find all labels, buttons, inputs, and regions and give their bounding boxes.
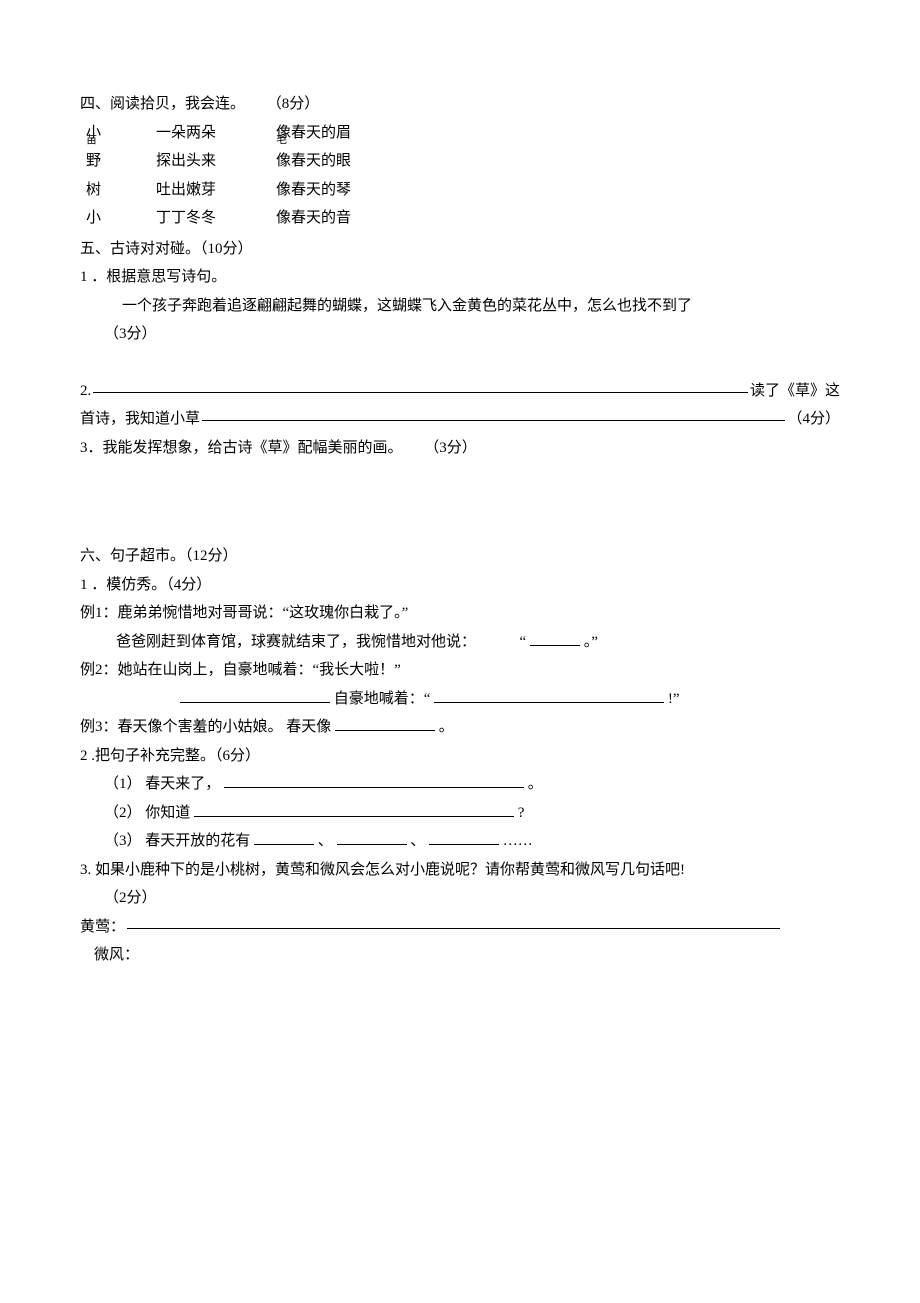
match-row: 小 丁丁冬冬 像春天的音 (86, 204, 840, 233)
match-c2: 吐出嫩芽 (156, 176, 276, 205)
blank-line[interactable] (194, 801, 514, 817)
page: 四、阅读拾贝，我会连。 （8分） 小 苗 一朵两朵 像春天的眉 毛 野 探出头来… (0, 0, 920, 1303)
section5-title: 五、古诗对对碰。（10分） (80, 235, 840, 264)
q6-2-s3: （3） 春天开放的花有 、 、 …… (104, 827, 840, 856)
q6-3-points: （2分） (104, 884, 840, 913)
q5-2-end: （4分） (787, 405, 840, 434)
q5-2-pre: 首诗，我知道小草 (80, 405, 200, 434)
blank-line[interactable] (429, 829, 499, 845)
match-c2: 一朵两朵 (156, 119, 276, 148)
blank-line[interactable] (224, 772, 524, 788)
q6-3-breeze: 微风： (94, 941, 840, 970)
section4-title: 四、阅读拾贝，我会连。 (80, 96, 245, 112)
section4-points: （8分） (267, 96, 320, 112)
match-c1: 小 (86, 204, 156, 233)
match-c3: 像春天的琴 (276, 176, 396, 205)
q5-3-points: （3分） (424, 440, 477, 456)
section4-title-row: 四、阅读拾贝，我会连。 （8分） (80, 90, 840, 119)
match-c2: 探出头来 (156, 147, 276, 176)
q5-3-row: 3．我能发挥想象，给古诗《草》配幅美丽的画。 （3分） (80, 434, 840, 463)
q5-2-line1: 2. 读了《草》这 (80, 377, 840, 406)
q6-1-ex3: 例3：春天像个害羞的小姑娘。 春天像 。 (80, 713, 840, 742)
blank-line[interactable] (335, 715, 435, 731)
blank-line[interactable] (434, 687, 664, 703)
match-c3: 像春天的眼 (276, 147, 396, 176)
section6-title: 六、句子超市。（12分） (80, 542, 840, 571)
blank-line[interactable] (337, 829, 407, 845)
q5-1-label: 1 ．根据意思写诗句。 (80, 263, 840, 292)
q6-2-label: 2 .把句子补充完整。（6分） (80, 742, 840, 771)
q6-1-ex2-label: 例2：她站在山岗上，自豪地喊着：“我长大啦！” (80, 656, 840, 685)
q6-1-label: 1 ．模仿秀。（4分） (80, 571, 840, 600)
match-row: 树 吐出嫩芽 像春天的琴 (86, 176, 840, 205)
q6-1-ex1-line: 爸爸刚赶到体育馆，球赛就结束了，我惋惜地对他说： “ 。” (116, 628, 840, 657)
q5-2-after1: 读了《草》这 (750, 377, 840, 406)
blank-line[interactable] (530, 630, 580, 646)
q5-2-line2: 首诗，我知道小草 （4分） (80, 405, 840, 434)
blank-line[interactable] (180, 687, 330, 703)
q6-2-s2: （2） 你知道 ? (104, 799, 840, 828)
q5-2-prefix: 2. (80, 377, 91, 406)
q6-1-ex1-label: 例1：鹿弟弟惋惜地对哥哥说：“这玫瑰你白栽了。” (80, 599, 840, 628)
match-c3: 像春天的音 (276, 204, 396, 233)
q5-1-text: 一个孩子奔跑着追逐翩翩起舞的蝴蝶，这蝴蝶飞入金黄色的菜花丛中，怎么也找不到了 (122, 292, 840, 321)
match-c1: 野 (86, 147, 156, 176)
q5-3-text: 3．我能发挥想象，给古诗《草》配幅美丽的画。 (80, 440, 403, 456)
q6-2-s1: （1） 春天来了， 。 (104, 770, 840, 799)
match-c3: 像春天的眉 毛 (276, 119, 396, 148)
q6-3-label: 3. 如果小鹿种下的是小桃树，黄莺和微风会怎么对小鹿说呢？请你帮黄莺和微风写几句… (80, 856, 840, 885)
spacer (80, 349, 840, 377)
blank-line[interactable] (202, 405, 785, 421)
blank-line[interactable] (254, 829, 314, 845)
drawing-space (80, 462, 840, 542)
match-row: 小 苗 一朵两朵 像春天的眉 毛 (86, 119, 840, 148)
blank-line[interactable] (93, 377, 748, 393)
match-c2: 丁丁冬冬 (156, 204, 276, 233)
match-c1: 树 (86, 176, 156, 205)
q6-1-ex2-line: 自豪地喊着：“ !” (180, 685, 840, 714)
match-row: 野 探出头来 像春天的眼 (86, 147, 840, 176)
q5-1-points: （3分） (104, 320, 840, 349)
blank-line[interactable] (127, 913, 780, 929)
match-c1: 小 苗 (86, 119, 156, 148)
q6-3-oriole: 黄莺： (80, 913, 840, 942)
match-table: 小 苗 一朵两朵 像春天的眉 毛 野 探出头来 像春天的眼 树 吐出嫩芽 像春天… (86, 119, 840, 233)
